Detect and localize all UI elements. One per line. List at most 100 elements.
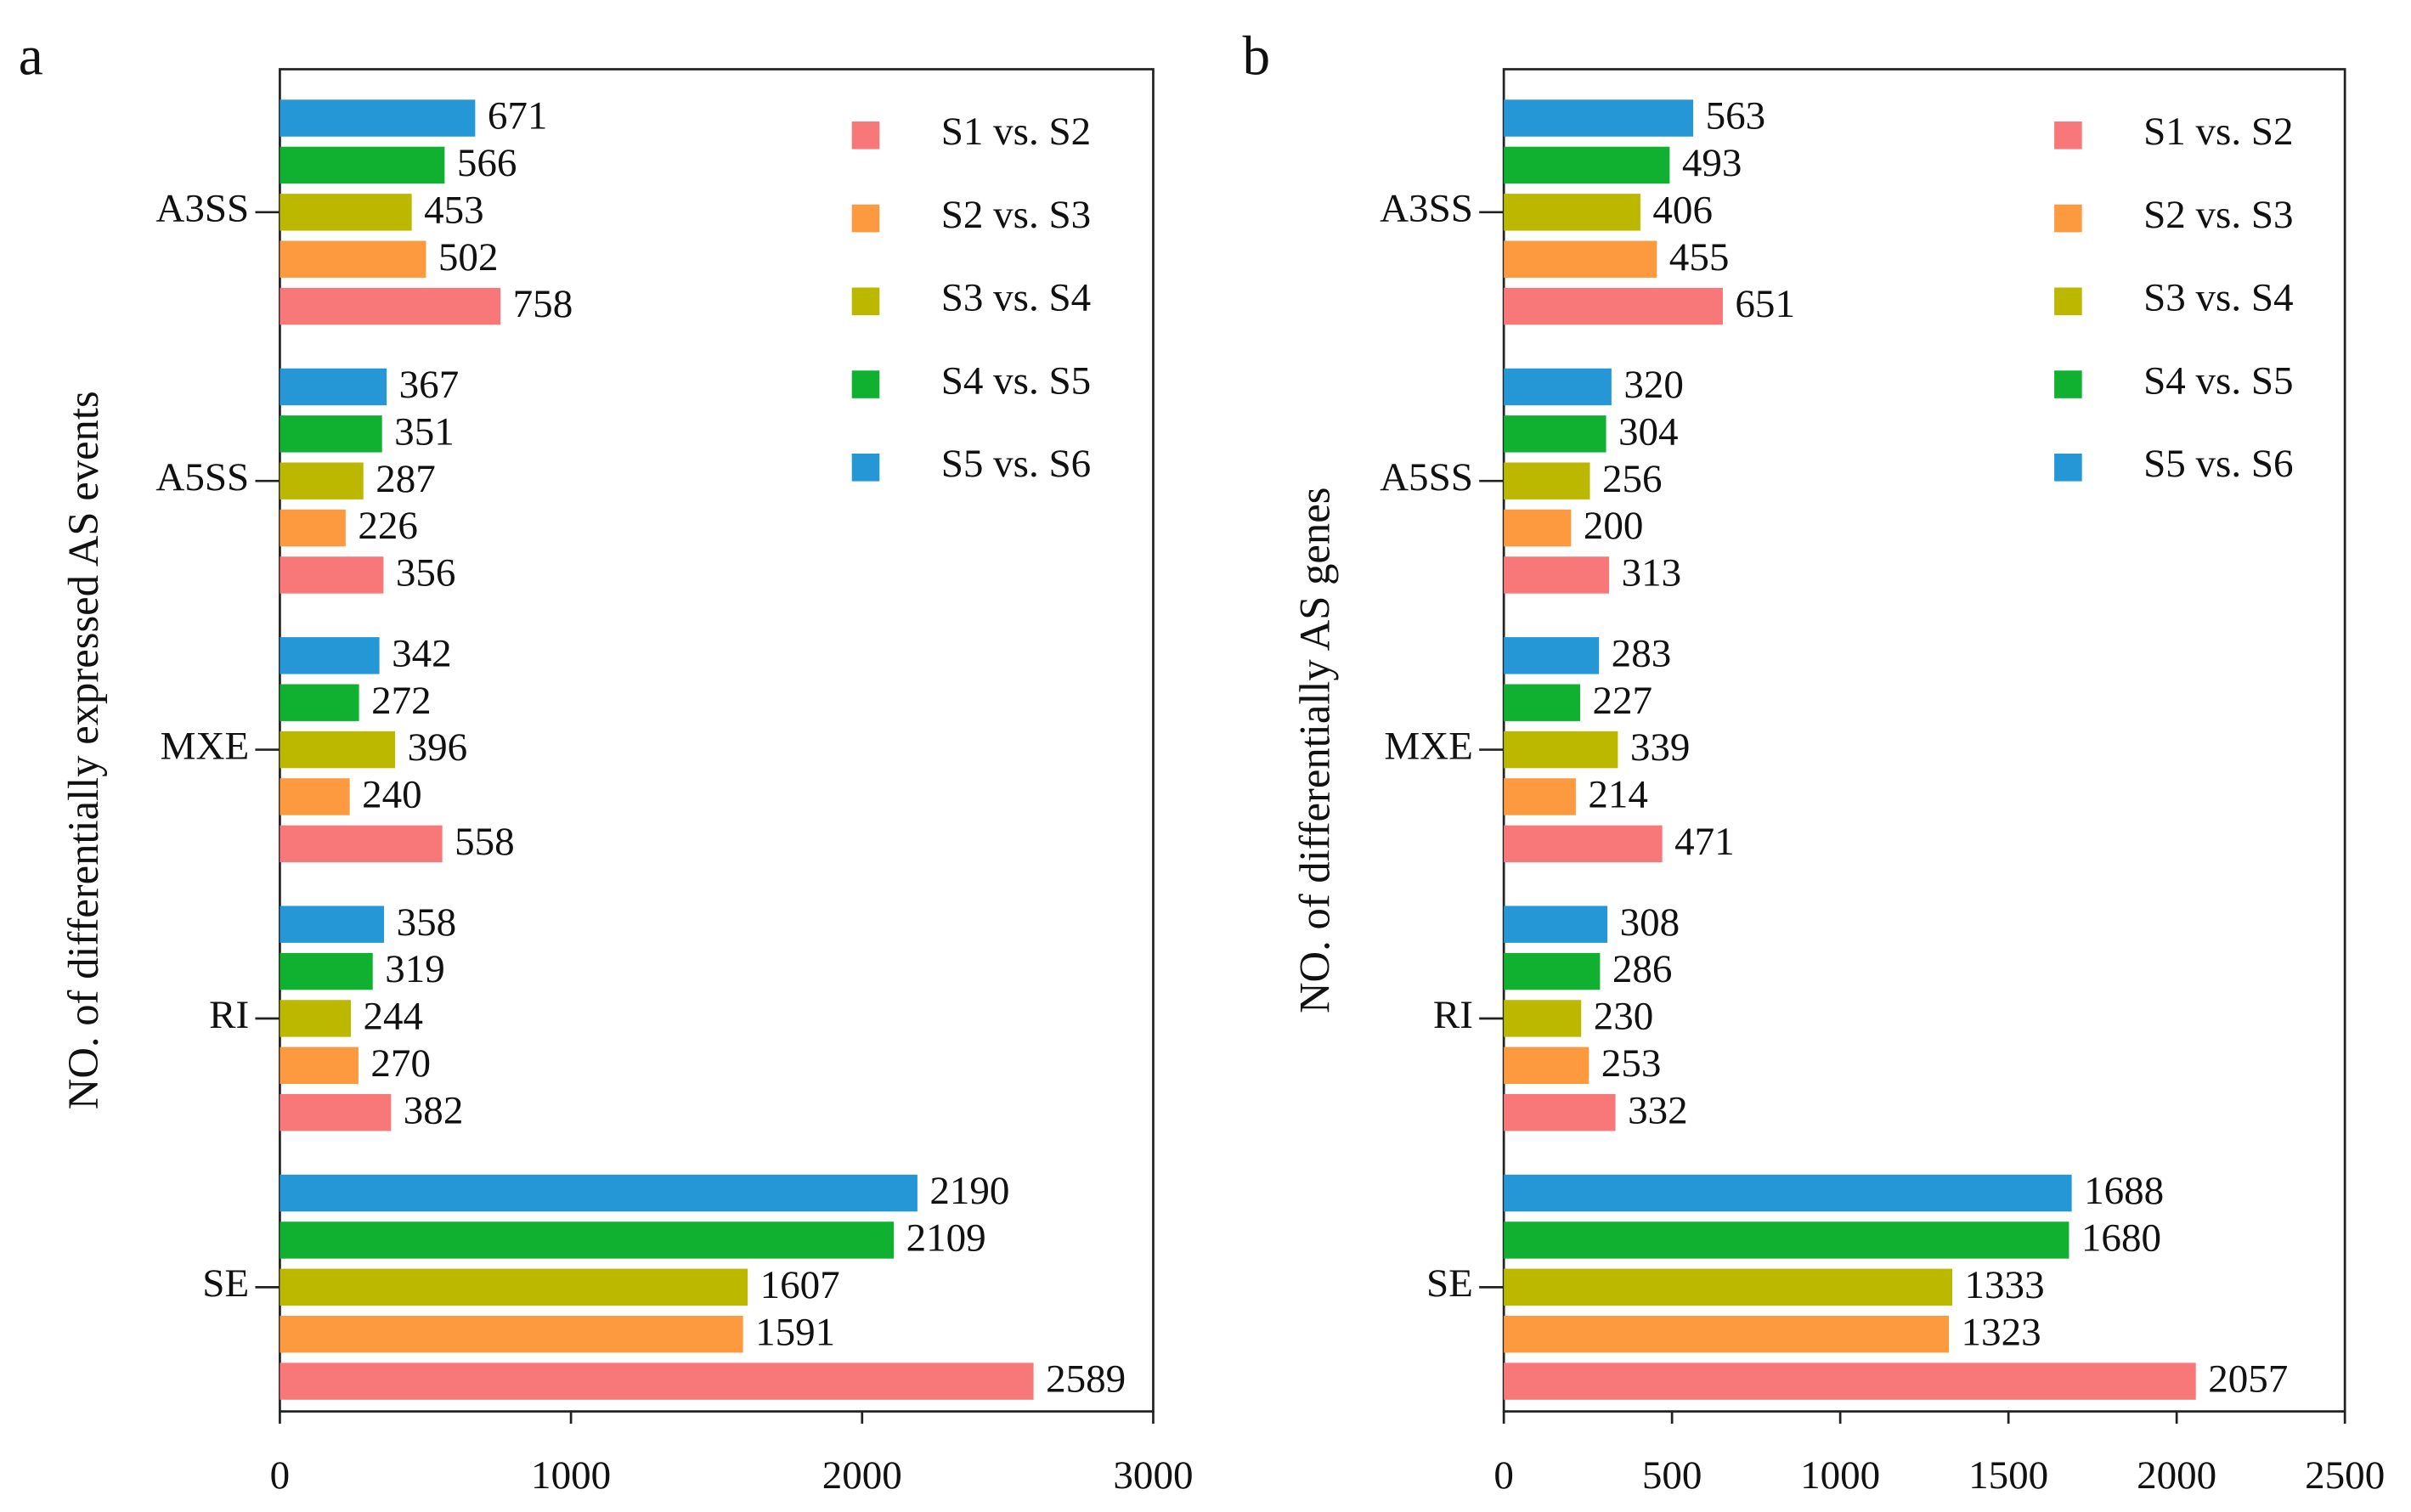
value-label: 200	[1584, 504, 1644, 548]
value-label: 304	[1618, 409, 1679, 454]
value-label: 356	[396, 551, 456, 595]
value-label: 320	[1623, 363, 1684, 407]
value-label: 253	[1601, 1041, 1662, 1086]
legend-label: S3 vs. S4	[2143, 276, 2294, 320]
legend-swatch	[2054, 370, 2082, 398]
legend-swatch	[851, 204, 880, 233]
value-label: 2109	[906, 1216, 986, 1261]
x-tick-label: 1500	[1968, 1453, 2048, 1498]
bar	[279, 415, 382, 453]
x-tick-label: 3000	[1113, 1453, 1193, 1498]
bar	[1504, 1362, 2196, 1400]
bar	[1504, 556, 1610, 594]
legend-swatch	[2054, 121, 2082, 150]
value-label: 358	[397, 900, 457, 945]
value-label: 2190	[929, 1169, 1009, 1213]
legend-swatch	[2054, 287, 2082, 316]
value-label: 651	[1735, 282, 1795, 326]
bar	[279, 194, 412, 231]
legend-label: S5 vs. S6	[2143, 442, 2294, 486]
value-label: 1688	[2084, 1169, 2164, 1213]
value-label: 240	[362, 773, 422, 817]
bar	[279, 1094, 392, 1131]
value-label: 214	[1588, 773, 1648, 817]
bar	[279, 509, 346, 547]
y-tick-label: A3SS	[155, 187, 249, 231]
legend-label: S4 vs. S5	[941, 358, 1092, 403]
bar	[1504, 1094, 1616, 1131]
bar	[279, 462, 364, 499]
bar	[279, 287, 501, 325]
value-label: 272	[371, 679, 432, 723]
bar	[279, 906, 385, 943]
value-label: 566	[457, 141, 517, 185]
y-tick-label: RI	[209, 993, 249, 1037]
y-tick-label: A3SS	[1380, 187, 1473, 231]
value-label: 563	[1706, 94, 1766, 138]
bar	[1504, 684, 1581, 721]
bar	[1504, 287, 1723, 325]
bar	[1504, 1316, 1950, 1353]
value-label: 406	[1652, 188, 1713, 232]
bar	[279, 637, 380, 674]
legend-swatch	[851, 453, 880, 482]
bar	[1504, 240, 1657, 278]
bar	[1504, 731, 1618, 769]
bar	[279, 684, 359, 721]
value-label: 286	[1612, 947, 1673, 991]
value-label: 382	[404, 1088, 464, 1132]
bar	[1504, 778, 1576, 815]
legend-label: S2 vs. S3	[941, 193, 1092, 237]
bar	[279, 825, 443, 863]
x-tick-label: 2500	[2305, 1453, 2385, 1498]
value-label: 283	[1612, 631, 1672, 675]
y-tick-label: RI	[1433, 993, 1473, 1037]
bar	[279, 556, 384, 594]
x-tick-label: 500	[1642, 1453, 1702, 1498]
bar	[279, 1221, 895, 1259]
value-label: 270	[370, 1041, 431, 1086]
value-label: 308	[1620, 900, 1680, 945]
value-label: 351	[394, 409, 455, 454]
bar	[1504, 509, 1572, 547]
value-label: 453	[424, 188, 484, 232]
value-label: 227	[1593, 679, 1653, 723]
value-label: 2589	[1046, 1357, 1126, 1402]
value-label: 319	[385, 947, 445, 991]
legend-label: S5 vs. S6	[941, 442, 1092, 486]
panel-label: a	[19, 25, 43, 87]
bar	[1504, 1047, 1589, 1085]
value-label: 758	[513, 282, 573, 326]
bar	[279, 1047, 359, 1085]
bar	[279, 1174, 918, 1212]
value-label: 287	[375, 457, 436, 501]
panel-label: b	[1242, 25, 1270, 87]
legend-swatch	[851, 287, 880, 316]
bar	[1504, 146, 1670, 184]
value-label: 332	[1628, 1088, 1688, 1132]
value-label: 493	[1682, 141, 1742, 185]
bar	[279, 99, 476, 137]
y-tick-label: A5SS	[155, 455, 249, 499]
y-tick-label: SE	[202, 1261, 249, 1306]
value-label: 396	[408, 725, 468, 770]
value-label: 1591	[755, 1310, 835, 1354]
bar	[1504, 952, 1601, 990]
bar	[279, 731, 396, 769]
bar	[279, 1362, 1034, 1400]
bar	[279, 368, 387, 406]
value-label: 2057	[2208, 1357, 2288, 1402]
bar	[1504, 1221, 2069, 1259]
x-tick-label: 2000	[2137, 1453, 2216, 1498]
value-label: 313	[1622, 551, 1682, 595]
legend-swatch	[851, 370, 880, 398]
bar	[1504, 99, 1694, 137]
x-tick-label: 1000	[531, 1453, 611, 1498]
value-label: 1680	[2081, 1216, 2161, 1261]
value-label: 558	[455, 820, 515, 864]
value-label: 671	[488, 94, 548, 138]
value-label: 455	[1669, 235, 1730, 279]
bar	[279, 240, 426, 278]
bar	[1504, 1000, 1582, 1037]
